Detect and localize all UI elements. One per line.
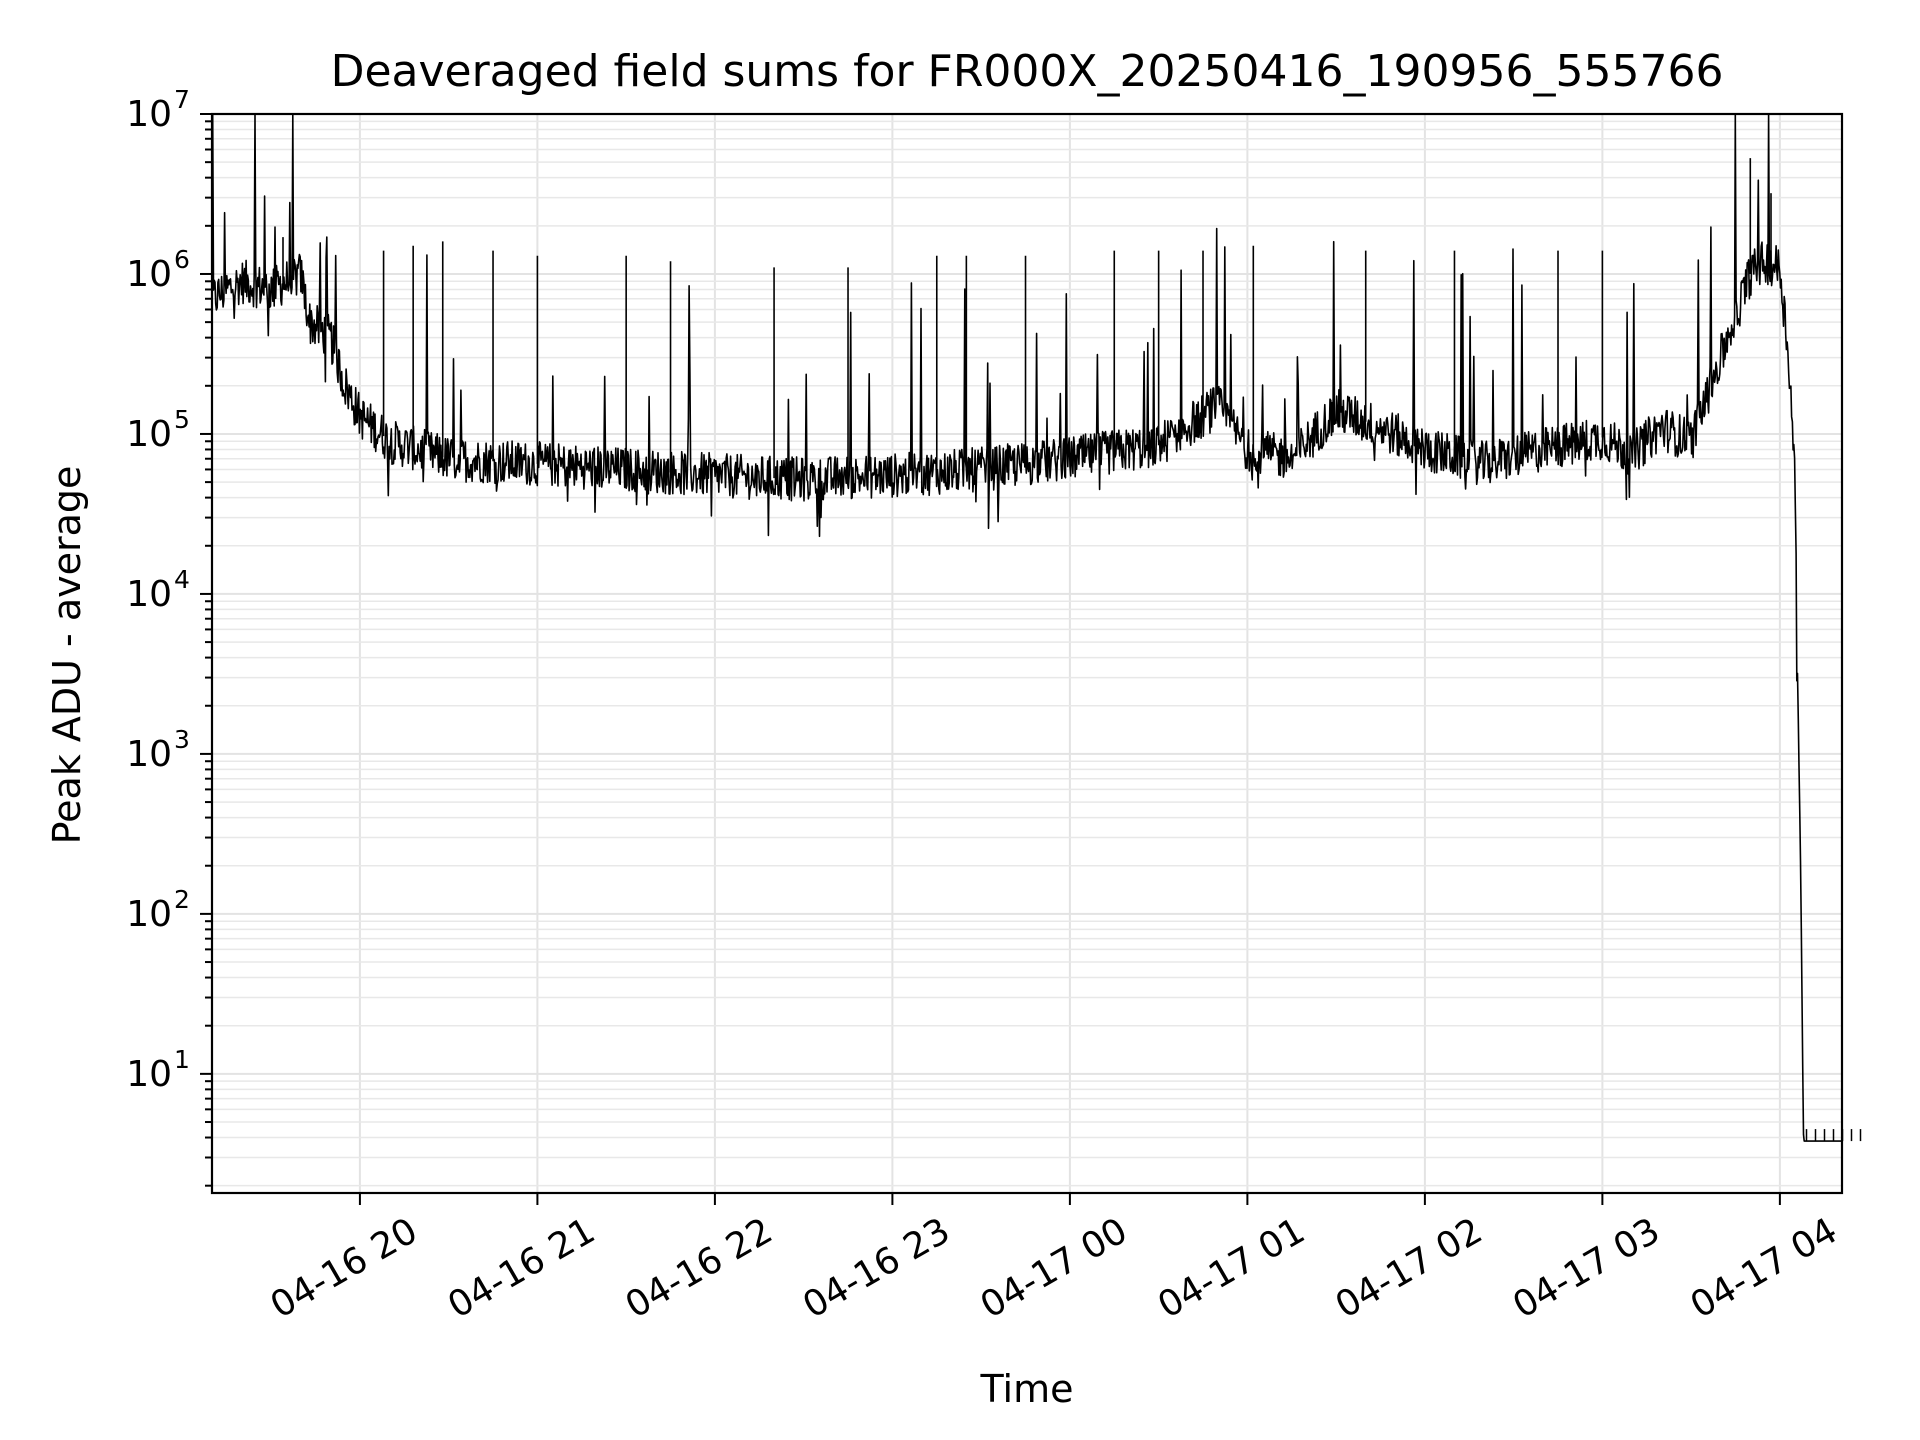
- y-tick-label: 10: [126, 414, 172, 455]
- grid-lines: [212, 113, 1842, 1193]
- x-tick-label: 04-16 23: [796, 1210, 957, 1326]
- x-tick-label: 04-17 00: [974, 1210, 1135, 1326]
- x-tick-label: 04-16 21: [441, 1210, 602, 1326]
- x-tick-label: 04-16 22: [619, 1210, 780, 1326]
- x-tick-label: 04-16 20: [264, 1210, 425, 1326]
- series-layer: [211, 113, 1862, 1142]
- y-tick-exponent: 4: [174, 565, 190, 594]
- x-tick-label: 04-17 02: [1329, 1210, 1490, 1326]
- y-tick-label: 10: [126, 1054, 172, 1095]
- y-tick-exponent: 7: [174, 85, 190, 114]
- y-tick-label: 10: [126, 894, 172, 935]
- x-tick-label: 04-17 01: [1151, 1210, 1312, 1326]
- x-axis-ticks: 04-16 20 04-16 21 04-16 22 04-16 23 04-17 00…: [264, 1193, 1845, 1327]
- series-line: [211, 113, 1843, 1142]
- y-tick-exponent: 2: [174, 885, 190, 914]
- x-tick-label: 04-17 04: [1684, 1210, 1845, 1326]
- y-tick-exponent: 1: [174, 1045, 190, 1074]
- y-tick-label: 10: [126, 254, 172, 295]
- y-tick-label: 10: [126, 94, 172, 135]
- y-tick-exponent: 5: [174, 405, 190, 434]
- y-axis-label: Peak ADU - average: [45, 466, 89, 845]
- plot-frame: [210, 112, 1844, 1195]
- chart-title: Deaveraged field sums for FR000X_2025041…: [331, 46, 1724, 97]
- y-tick-exponent: 6: [174, 245, 190, 274]
- x-tick-label: 04-17 03: [1506, 1210, 1667, 1326]
- y-tick-label: 10: [126, 734, 172, 775]
- y-tick-exponent: 3: [174, 725, 190, 754]
- y-tick-label: 10: [126, 574, 172, 615]
- x-axis-label: Time: [980, 1367, 1074, 1411]
